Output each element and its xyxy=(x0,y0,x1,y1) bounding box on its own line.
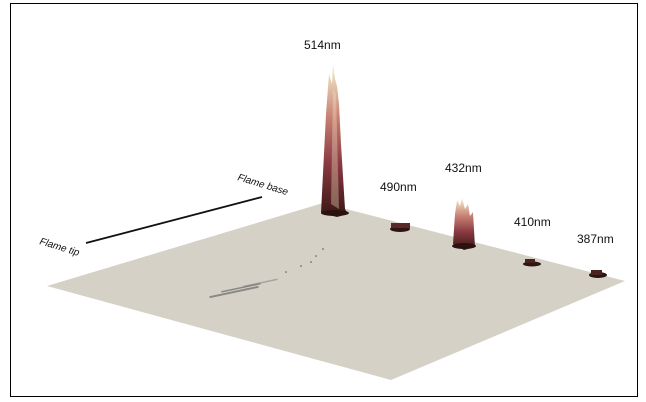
peak-label-387nm: 387nm xyxy=(577,232,614,246)
peak-387nm xyxy=(589,270,607,278)
peak-490nm xyxy=(390,223,410,232)
flame-tip-label: Flame tip xyxy=(38,236,81,259)
peak-410nm xyxy=(523,259,541,267)
peak-label-514nm: 514nm xyxy=(304,38,341,52)
base-plane xyxy=(47,203,625,380)
flame-axis-line xyxy=(85,196,263,244)
peak-432nm xyxy=(452,198,476,250)
peak-label-410nm: 410nm xyxy=(514,215,551,229)
figure-frame: Flame base Flame tip 514nm xyxy=(10,3,638,397)
peak-label-432nm: 432nm xyxy=(445,161,482,175)
surface-plot: Flame base Flame tip 514nm xyxy=(38,38,625,380)
tip-noise xyxy=(209,248,324,299)
flame-base-label: Flame base xyxy=(236,172,290,198)
peak-514nm xyxy=(321,64,349,217)
peak-label-490nm: 490nm xyxy=(380,180,417,194)
